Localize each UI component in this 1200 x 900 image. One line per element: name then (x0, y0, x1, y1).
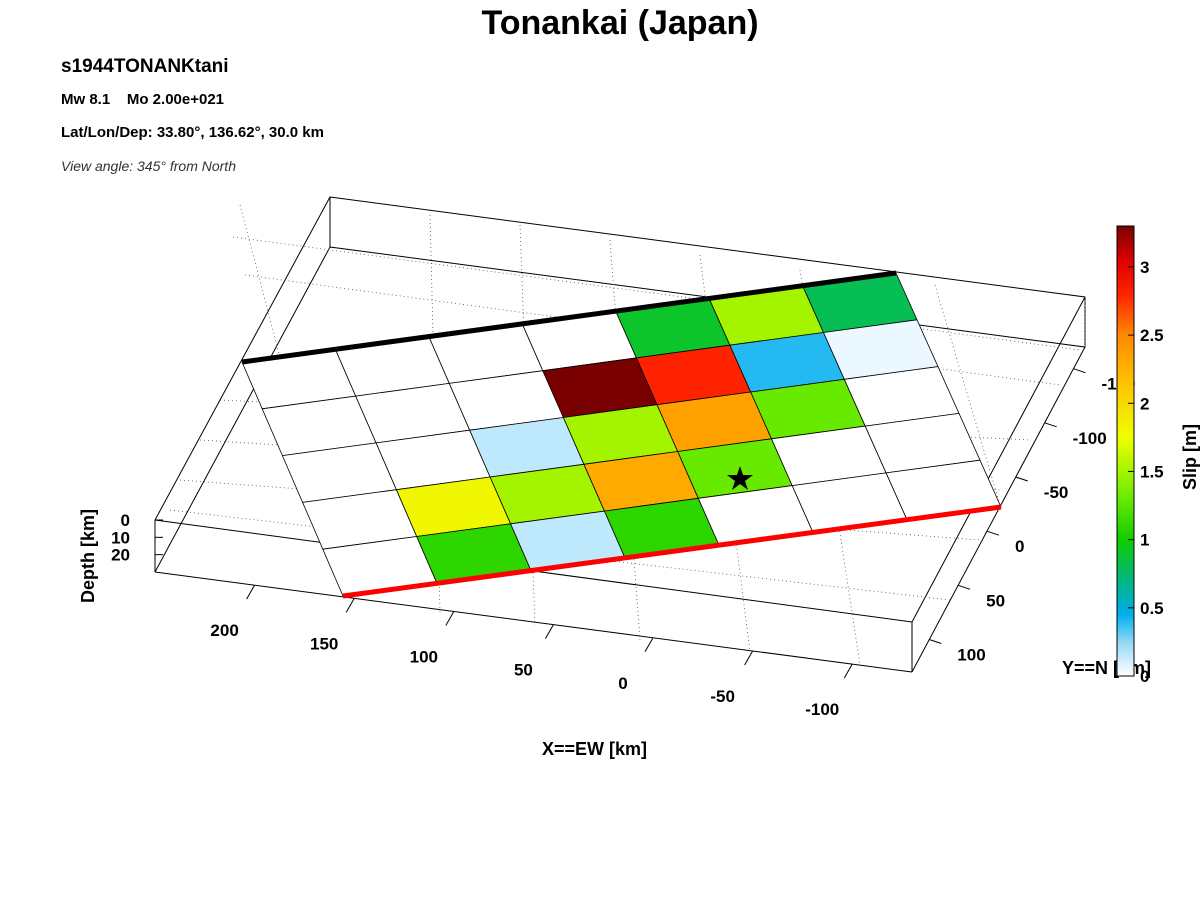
z-tick-label: 20 (111, 546, 130, 565)
x-tick-mark (345, 598, 355, 613)
chart-title: Tonankai (Japan) (481, 4, 759, 42)
x-tick-mark (744, 650, 754, 666)
x-tick-label: 100 (410, 647, 438, 666)
x-tick-mark (544, 624, 554, 639)
y-tick-label: -50 (1044, 483, 1069, 502)
colorbar-label: Slip [m] (1180, 424, 1200, 490)
y-tick-label: 0 (1015, 537, 1024, 556)
x-tick-label: 200 (210, 621, 238, 640)
y-tick-mark (1044, 422, 1057, 428)
colorbar-tick-label: 0.5 (1140, 599, 1164, 618)
x-tick-mark (644, 637, 654, 653)
y-tick-label: -100 (1073, 429, 1107, 448)
x-tick-label: 50 (514, 661, 533, 680)
magnitude-line: Mw 8.1 Mo 2.00e+021 (61, 91, 224, 108)
colorbar-tick-label: 3 (1140, 258, 1149, 277)
z-tick-label: 0 (121, 511, 130, 530)
location-line: Lat/Lon/Dep: 33.80°, 136.62°, 30.0 km (61, 124, 324, 141)
fault-trace-red (342, 504, 1002, 599)
x-tick-label: 150 (310, 634, 338, 653)
z-axis-label: Depth [km] (78, 509, 98, 603)
colorbar (1116, 225, 1135, 677)
y-tick-mark (1073, 368, 1086, 374)
fault-top-edge (241, 270, 897, 365)
event-name: s1944TONANKtani (61, 56, 229, 77)
x-tick-mark (246, 584, 256, 600)
box-edge (911, 296, 1086, 623)
colorbar-tick-label: 0 (1140, 667, 1149, 686)
x-tick-label: -100 (805, 700, 839, 719)
fault-patches (241, 272, 1002, 597)
box-edge (154, 196, 331, 521)
y-tick-mark (929, 639, 942, 644)
colorbar-tick-label: 2.5 (1140, 326, 1164, 345)
colorbar-tick-label: 1 (1140, 531, 1149, 550)
x-tick-label: 0 (618, 674, 627, 693)
plot-box (154, 196, 1086, 673)
y-tick-label: 50 (986, 591, 1005, 610)
y-axis-label: Y==N [km] (1062, 658, 1151, 678)
y-tick-mark (986, 530, 1000, 536)
x-tick-label: -50 (710, 687, 735, 706)
y-tick-mark (957, 584, 971, 590)
y-tick-label: 100 (957, 646, 985, 665)
x-tick-mark (445, 611, 455, 626)
x-axis-ticks: 200 150 100 50 0 -50 -100 (210, 584, 853, 719)
x-tick-mark (843, 663, 853, 679)
hypocenter-star-icon (727, 466, 753, 490)
box-edge (154, 571, 913, 673)
z-tick-label: 10 (111, 528, 130, 547)
colorbar-tick-label: 1.5 (1140, 462, 1164, 481)
y-tick-mark (1015, 476, 1028, 482)
colorbar-ticks: 0 0.5 1 1.5 2 2.5 3 (1128, 258, 1164, 686)
moment-value: Mo 2.00e+021 (126, 91, 225, 108)
box-edge (154, 246, 331, 573)
colorbar-tick-label: 2 (1140, 394, 1149, 413)
x-axis-label: X==EW [km] (542, 739, 647, 759)
view-angle: View angle: 345° from North (61, 158, 236, 174)
magnitude-value: Mw 8.1 (61, 91, 111, 108)
